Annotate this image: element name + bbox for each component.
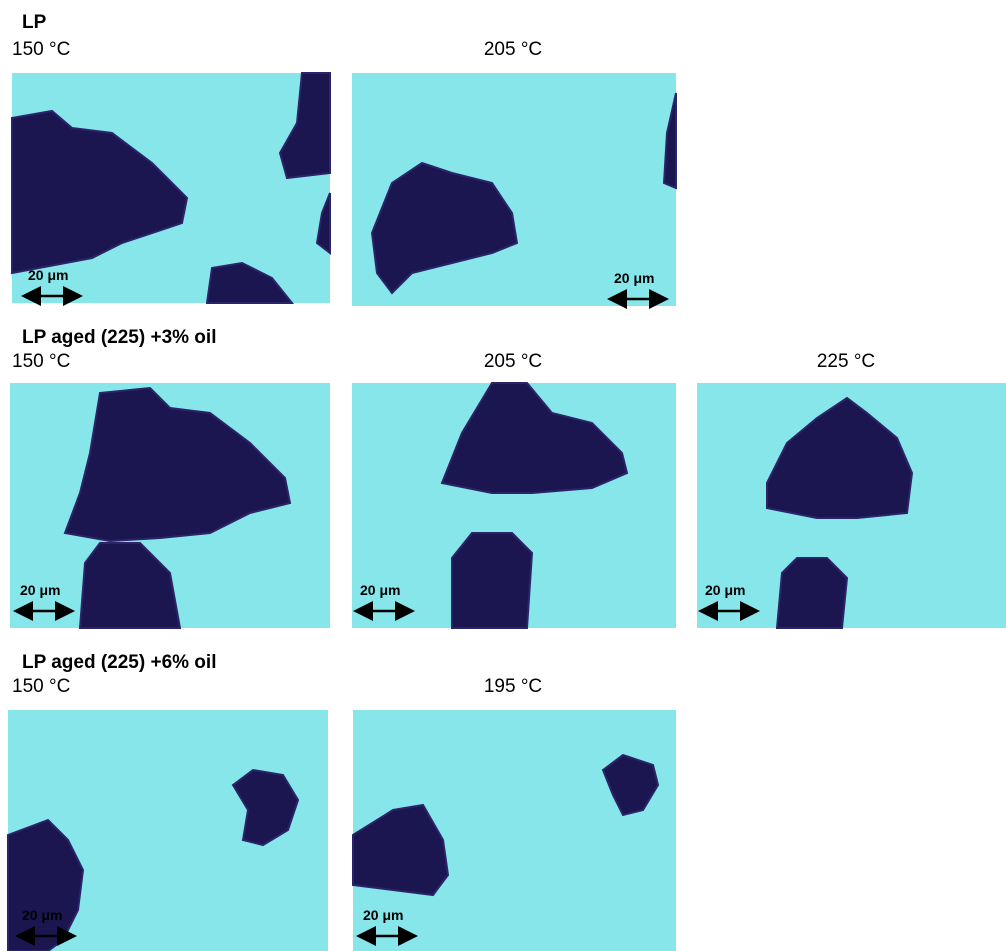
particle	[777, 558, 847, 628]
scale-label: 20 μm	[360, 582, 400, 598]
scale-label: 20 μm	[22, 907, 62, 923]
micrograph: 20 μm	[8, 710, 328, 951]
micrograph: 20 μm	[353, 710, 676, 951]
micrograph: 20 μm	[12, 73, 330, 303]
temperature-label: 150 °C	[12, 351, 70, 372]
micrograph: 20 μm	[697, 383, 1006, 628]
scale-label: 20 μm	[20, 582, 60, 598]
micrograph: 20 μm	[10, 383, 330, 628]
temperature-label: 225 °C	[817, 351, 875, 372]
temperature-label: 195 °C	[484, 676, 542, 697]
scale-label: 20 μm	[705, 582, 745, 598]
temperature-label: 205 °C	[484, 39, 542, 60]
section-title: LP	[22, 12, 47, 33]
temperature-label: 150 °C	[12, 39, 70, 60]
scale-label: 20 μm	[28, 267, 68, 283]
scale-label: 20 μm	[363, 907, 403, 923]
micrograph: 20 μm	[352, 383, 676, 628]
micrograph: 20 μm	[352, 73, 676, 306]
section-title: LP aged (225) +6% oil	[22, 652, 216, 673]
figure: LP 150 °C 20 μm 205 °C 20 μm LP aged (225) +3…	[0, 0, 1006, 951]
temperature-label: 150 °C	[12, 676, 70, 697]
temperature-label: 205 °C	[484, 351, 542, 372]
scale-label: 20 μm	[614, 270, 654, 286]
section-title: LP aged (225) +3% oil	[22, 327, 216, 348]
particle	[452, 533, 532, 628]
